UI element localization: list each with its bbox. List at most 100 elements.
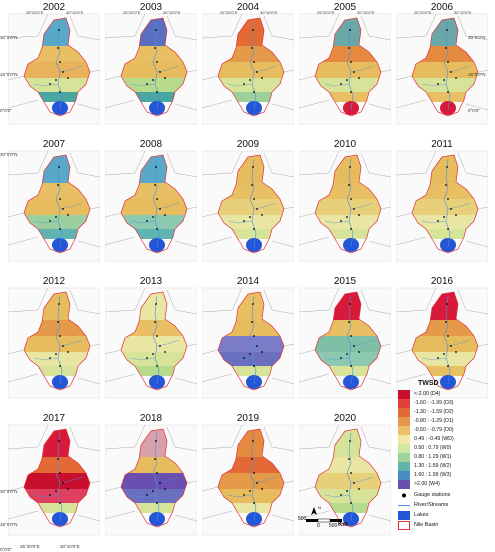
scale-right: 500 <box>329 523 338 529</box>
gauge-station <box>447 61 449 63</box>
twsd-band <box>412 92 478 102</box>
map-panel-svg <box>8 13 100 125</box>
nile-basin-outline <box>120 154 188 254</box>
panel-year-label: 2018 <box>139 413 163 424</box>
gauge-station <box>437 83 439 85</box>
gauge-station <box>57 47 59 49</box>
nile-basin-outline <box>23 154 91 254</box>
map-panel-svg <box>105 424 197 536</box>
map-panel-2003: 2003 25°20'0"E 30°10'0"E <box>105 0 197 126</box>
gauge-station <box>253 472 255 474</box>
gauge-station <box>349 166 351 168</box>
twsd-band <box>218 229 284 239</box>
twsd-band <box>121 78 187 92</box>
map-panel-2002: 2002 25°20'0"E 30°10'0"E <box>8 0 100 126</box>
gauge-station <box>340 220 342 222</box>
gauge-station <box>450 208 452 210</box>
gauge-station <box>349 440 351 442</box>
gauge-station <box>348 184 350 186</box>
gauge-station <box>249 79 251 81</box>
twsd-band <box>315 78 381 92</box>
nile-river <box>55 21 63 111</box>
nile-river <box>152 432 160 522</box>
map-panel-svg <box>299 150 391 262</box>
lon-label-right: 30°10'0"E <box>66 10 84 15</box>
gauge-station <box>67 77 69 79</box>
map-panel-svg <box>202 13 294 125</box>
legend-swatch <box>398 417 410 426</box>
gauge-station <box>348 321 350 323</box>
panel-year-label: 2005 <box>333 2 357 13</box>
gauge-station <box>164 214 166 216</box>
gauge-station <box>261 488 263 490</box>
gauge-station <box>159 71 161 73</box>
north-label: N <box>318 505 321 510</box>
scale-left: 500 <box>298 516 307 522</box>
nile-basin-outline <box>23 428 91 528</box>
twsd-band <box>218 199 284 215</box>
twsd-band <box>121 92 187 102</box>
gauge-station <box>443 216 445 218</box>
gauge-station <box>59 91 61 93</box>
panel-year-label: 2016 <box>430 276 454 287</box>
gauge-station <box>256 208 258 210</box>
map-panel-2010: 2010 <box>299 137 391 263</box>
legend-swatch <box>398 408 410 417</box>
twsd-band <box>24 366 90 376</box>
gauge-station <box>59 335 61 337</box>
gauge-station <box>59 61 61 63</box>
gauge-station <box>253 198 255 200</box>
gauge-station <box>243 494 245 496</box>
twsd-band <box>24 336 90 352</box>
gauge-station <box>253 61 255 63</box>
lat-0-right: 0°0'0" <box>468 108 480 113</box>
lat-15-right: 15°0'0"N <box>468 72 486 77</box>
twsd-band <box>218 336 284 352</box>
lon-bottom-left: 25°20'0"E <box>20 544 40 549</box>
gauge-station <box>146 220 148 222</box>
legend-class-label: 0.80 : 1.29 (W1) <box>414 454 452 460</box>
gauge-station <box>154 321 156 323</box>
gauge-station <box>353 71 355 73</box>
legend-class-row: 0.80 : 1.29 (W1) <box>398 453 495 462</box>
gauge-station <box>447 335 449 337</box>
legend-class-row: 1.60 : 1.99 (W3) <box>398 471 495 480</box>
panel-year-label: 2009 <box>236 139 260 150</box>
panel-year-label: 2006 <box>430 2 454 13</box>
gauge-station <box>55 353 57 355</box>
map-panel-svg <box>299 287 391 399</box>
gauge-station <box>353 482 355 484</box>
gauge-station <box>348 458 350 460</box>
map-panel-svg <box>105 13 197 125</box>
map-panel-2015: 2015 <box>299 274 391 400</box>
nile-basin-outline <box>23 17 91 117</box>
nile-river <box>346 432 354 522</box>
map-panel-svg <box>299 424 391 536</box>
twsd-band <box>315 473 381 489</box>
gauge-station <box>447 91 449 93</box>
legend-class-label: 1.30 : 1.59 (W2) <box>414 463 452 469</box>
gauge-station <box>353 208 355 210</box>
nile-basin-outline <box>411 154 479 254</box>
panel-year-label: 2019 <box>236 413 260 424</box>
gauge-station <box>59 365 61 367</box>
nile-basin-outline <box>314 17 382 117</box>
gauge-station <box>446 166 448 168</box>
scale-unit: Km <box>338 522 348 528</box>
legend-class-label: >2.00 (W4) <box>414 481 440 487</box>
gauge-station <box>443 353 445 355</box>
gauge-station <box>67 214 69 216</box>
twsd-band <box>121 229 187 239</box>
gauge-station <box>55 216 57 218</box>
map-panel-svg <box>8 150 100 262</box>
legend-swatch <box>398 471 410 480</box>
gauge-station <box>450 71 452 73</box>
gauge-station <box>155 303 157 305</box>
gauge-station <box>445 47 447 49</box>
lon-label-right: 30°10'0"E <box>454 10 472 15</box>
legend-class-row: -1.60 : -1.99 (D3) <box>398 399 495 408</box>
map-panel-2008: 2008 <box>105 137 197 263</box>
panel-year-label: 2012 <box>42 276 66 287</box>
gauge-station <box>252 29 254 31</box>
nile-river <box>346 295 354 385</box>
